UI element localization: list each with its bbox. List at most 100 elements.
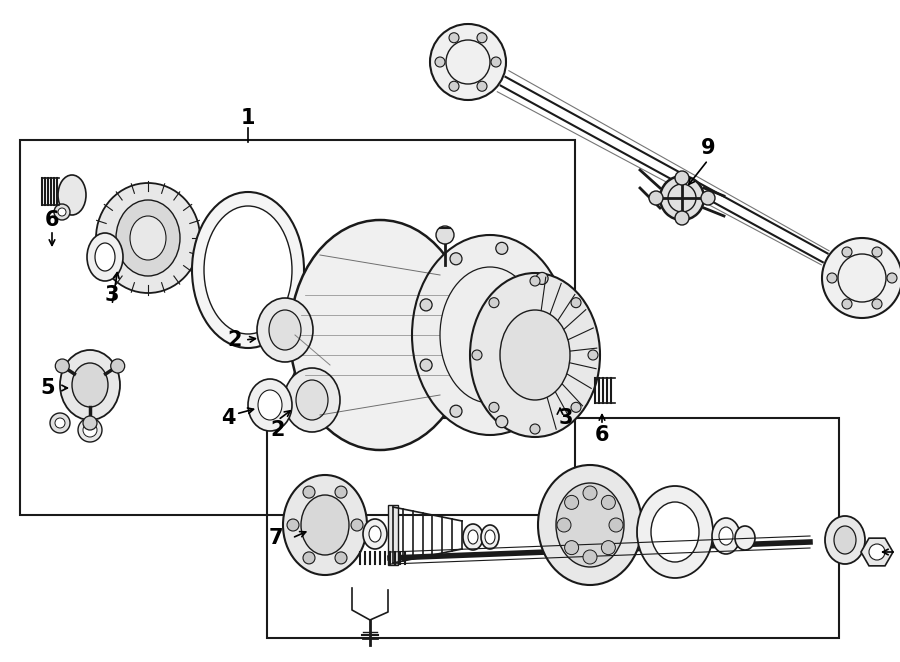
Circle shape [675,171,689,185]
Ellipse shape [204,206,292,334]
Circle shape [491,57,501,67]
Circle shape [842,247,852,257]
Circle shape [872,247,882,257]
Circle shape [335,486,347,498]
Ellipse shape [564,377,582,403]
Ellipse shape [72,363,108,407]
Circle shape [83,423,97,437]
Ellipse shape [87,233,123,281]
Text: 2: 2 [271,420,285,440]
Polygon shape [861,538,893,566]
Circle shape [530,276,540,286]
Circle shape [496,242,508,254]
Circle shape [58,208,66,216]
Text: 5: 5 [40,378,55,398]
Ellipse shape [668,184,696,212]
Circle shape [827,273,837,283]
Circle shape [649,191,663,205]
Ellipse shape [95,243,115,271]
Circle shape [564,495,579,509]
Circle shape [335,552,347,564]
Ellipse shape [436,226,454,244]
Circle shape [489,298,499,308]
Ellipse shape [440,267,540,403]
Circle shape [496,416,508,428]
Circle shape [472,350,482,360]
Circle shape [609,518,623,532]
Circle shape [450,253,462,265]
Ellipse shape [660,176,704,220]
Ellipse shape [463,524,483,550]
Text: 3: 3 [559,408,573,428]
Circle shape [552,329,564,341]
Ellipse shape [130,216,166,260]
Ellipse shape [296,380,328,420]
Ellipse shape [369,526,381,542]
Circle shape [435,57,445,67]
Text: 9: 9 [701,138,716,158]
Ellipse shape [557,368,589,412]
Ellipse shape [637,486,713,578]
Ellipse shape [485,530,495,544]
Text: 4: 4 [220,408,235,428]
Circle shape [78,418,102,442]
Circle shape [872,299,882,309]
Circle shape [588,350,598,360]
Circle shape [571,298,581,308]
Ellipse shape [430,24,506,100]
Circle shape [449,81,459,91]
Text: 2: 2 [228,330,242,350]
Ellipse shape [470,273,600,437]
Ellipse shape [248,379,292,431]
Circle shape [571,402,581,412]
Circle shape [55,359,69,373]
Circle shape [583,550,597,564]
Circle shape [303,552,315,564]
Bar [20,140,575,515]
Circle shape [83,416,97,430]
Circle shape [351,519,363,531]
Circle shape [842,299,852,309]
Circle shape [536,273,548,285]
Ellipse shape [116,200,180,276]
Circle shape [564,541,579,555]
Text: 6: 6 [45,210,59,230]
Circle shape [536,385,548,398]
Ellipse shape [290,220,470,450]
Ellipse shape [556,483,624,567]
Ellipse shape [838,254,886,302]
Ellipse shape [283,475,367,575]
Text: 6: 6 [595,425,609,445]
Circle shape [477,32,487,43]
Circle shape [111,359,125,373]
Text: 1: 1 [241,108,256,128]
Ellipse shape [96,183,200,293]
Circle shape [601,495,616,509]
Circle shape [489,402,499,412]
Ellipse shape [412,235,568,435]
Ellipse shape [651,502,699,562]
Bar [388,505,398,565]
Ellipse shape [257,298,313,362]
Circle shape [869,544,885,560]
Ellipse shape [735,526,755,550]
Ellipse shape [822,238,900,318]
Ellipse shape [258,390,282,420]
Circle shape [583,486,597,500]
Ellipse shape [363,519,387,549]
Circle shape [557,518,571,532]
Ellipse shape [500,310,570,400]
Ellipse shape [192,192,304,348]
Ellipse shape [446,40,490,84]
Ellipse shape [60,350,120,420]
Text: 8: 8 [899,542,900,562]
Ellipse shape [481,525,499,549]
Ellipse shape [719,527,733,545]
Ellipse shape [301,495,349,555]
Circle shape [530,424,540,434]
Circle shape [601,541,616,555]
Circle shape [420,299,432,311]
Circle shape [477,81,487,91]
Circle shape [50,413,70,433]
Circle shape [887,273,897,283]
